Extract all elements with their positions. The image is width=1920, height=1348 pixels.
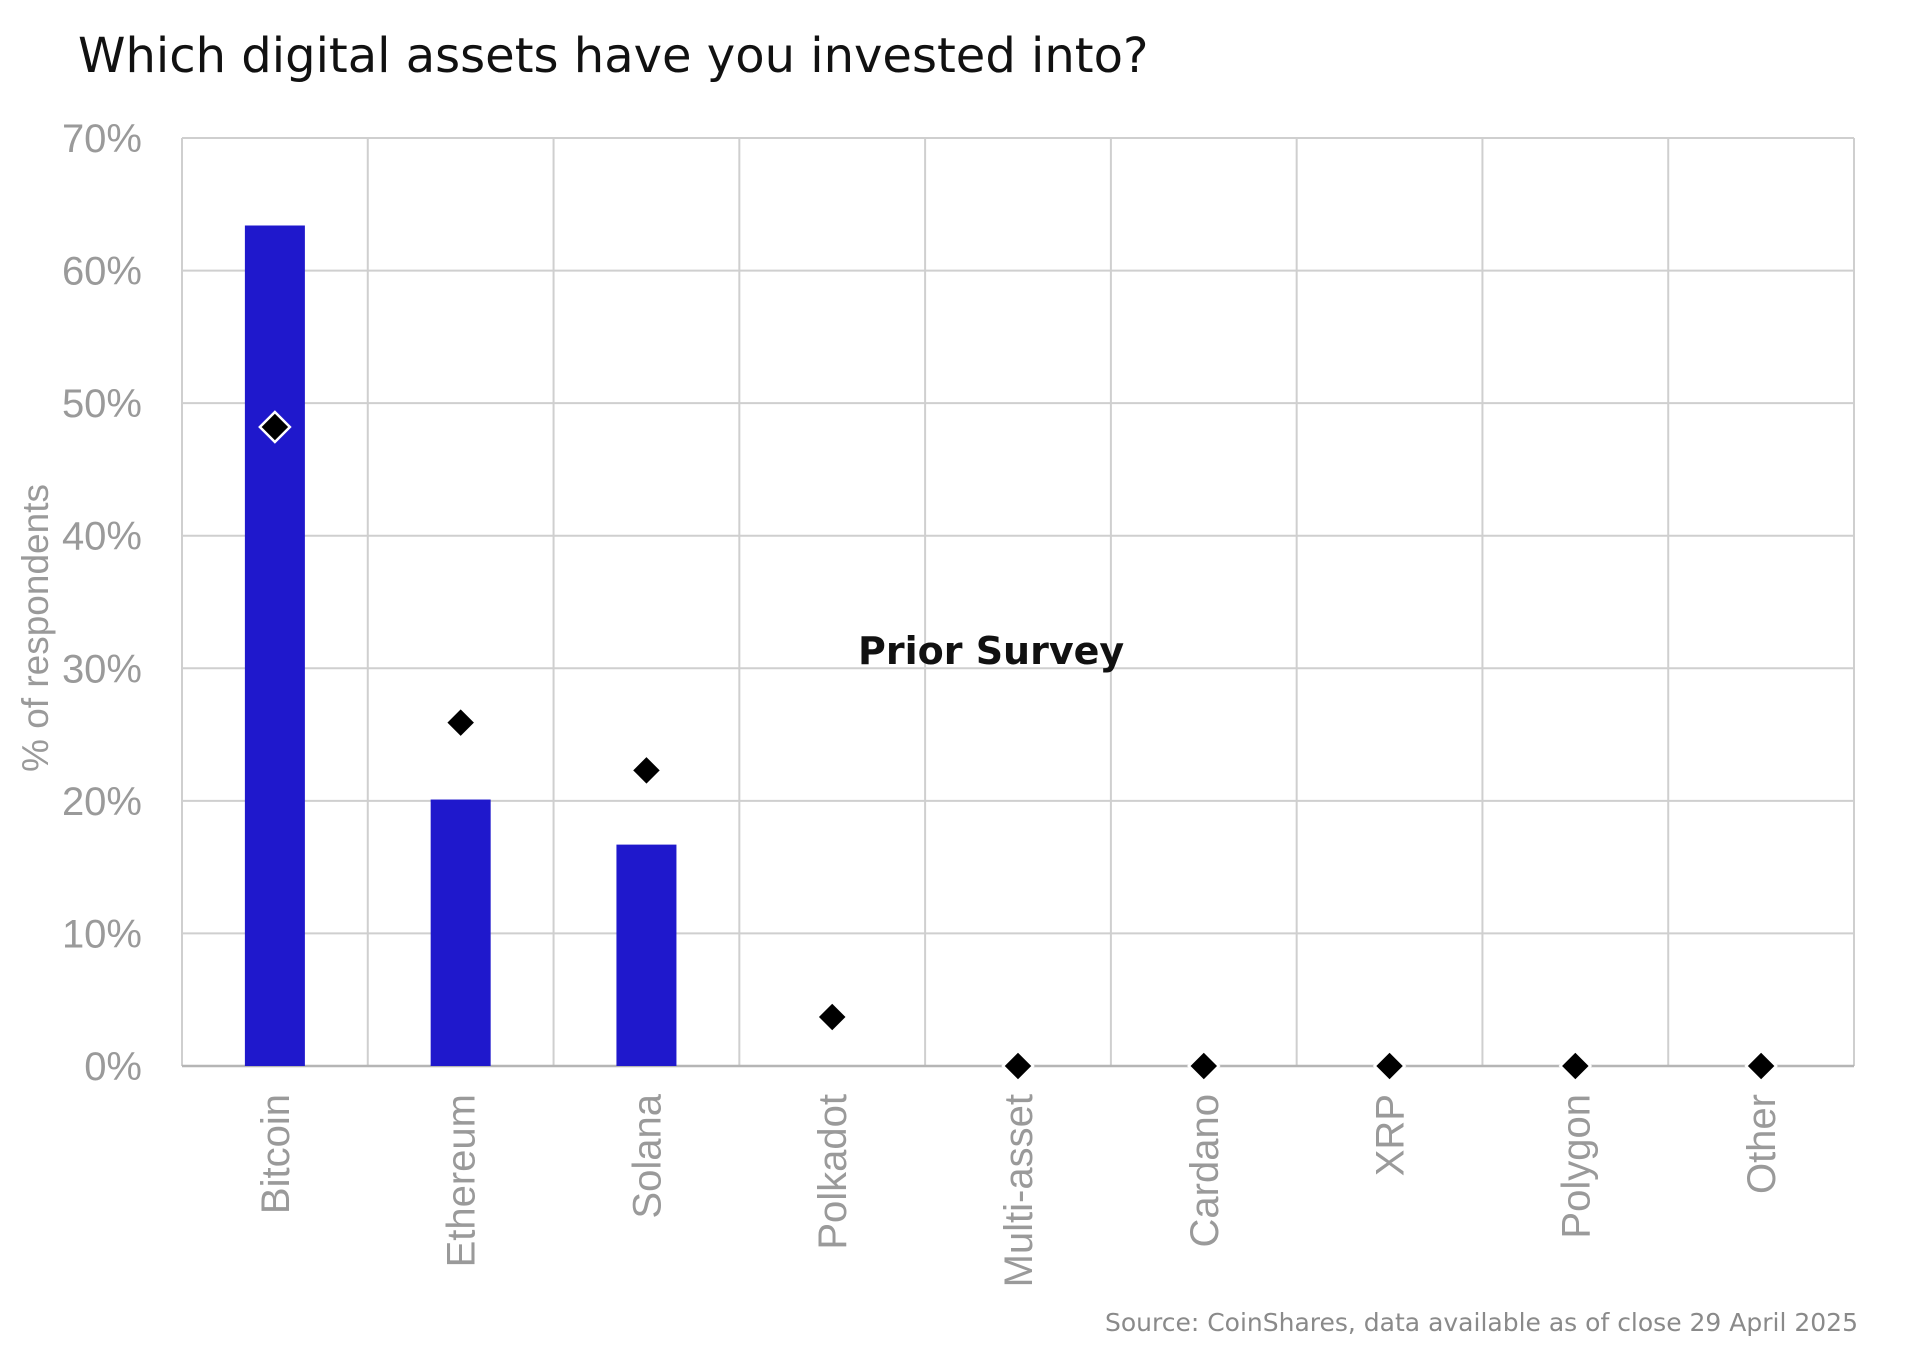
prior-survey-marker-solana: [629, 753, 664, 788]
x-category-label: Polygon: [1554, 1094, 1598, 1239]
y-tick-label: 0%: [84, 1045, 142, 1089]
x-category-label: Cardano: [1183, 1094, 1227, 1247]
bar-solana: [616, 844, 677, 1066]
y-tick-label: 20%: [62, 780, 142, 824]
prior-survey-markers: [258, 410, 1778, 1083]
y-tick-label: 50%: [62, 382, 142, 426]
y-axis-title: % of respondents: [15, 484, 56, 772]
prior-survey-annotation: Prior Survey: [858, 629, 1124, 673]
bar-bitcoin: [244, 225, 305, 1067]
prior-survey-marker-other: [1744, 1049, 1778, 1083]
y-tick-label: 40%: [62, 515, 142, 559]
y-tick-label: 30%: [62, 647, 142, 691]
prior-survey-marker-multi-asset: [1001, 1049, 1035, 1083]
x-category-label: Multi-asset: [997, 1094, 1041, 1287]
x-category-label: Polkadot: [811, 1094, 855, 1250]
prior-survey-marker-ethereum: [443, 705, 478, 740]
x-category-label: Solana: [625, 1093, 669, 1218]
x-category-label: XRP: [1369, 1094, 1413, 1176]
y-tick-label: 10%: [62, 912, 142, 956]
y-tick-labels: 0% 10% 20% 30% 40% 50% 60% 70%: [62, 117, 142, 1089]
x-category-labels: Bitcoin Ethereum Solana Polkadot Multi-asset…: [254, 1093, 1784, 1287]
chart-title: Which digital assets have you invested i…: [78, 28, 1149, 84]
prior-survey-marker-polygon: [1558, 1049, 1593, 1083]
prior-survey-marker-bitcoin: [258, 410, 292, 444]
y-tick-label: 60%: [62, 250, 142, 294]
bars: [244, 225, 677, 1067]
prior-survey-marker-cardano: [1187, 1049, 1221, 1083]
y-tick-label: 70%: [62, 117, 142, 161]
x-category-label: Bitcoin: [254, 1094, 298, 1214]
x-category-label: Other: [1740, 1094, 1784, 1194]
prior-survey-marker-xrp: [1372, 1049, 1407, 1083]
x-category-label: Ethereum: [440, 1094, 484, 1267]
source-note: Source: CoinShares, data available as of…: [1104, 1308, 1858, 1337]
bar-ethereum: [430, 799, 491, 1066]
prior-survey-marker-polkadot: [815, 1000, 849, 1034]
